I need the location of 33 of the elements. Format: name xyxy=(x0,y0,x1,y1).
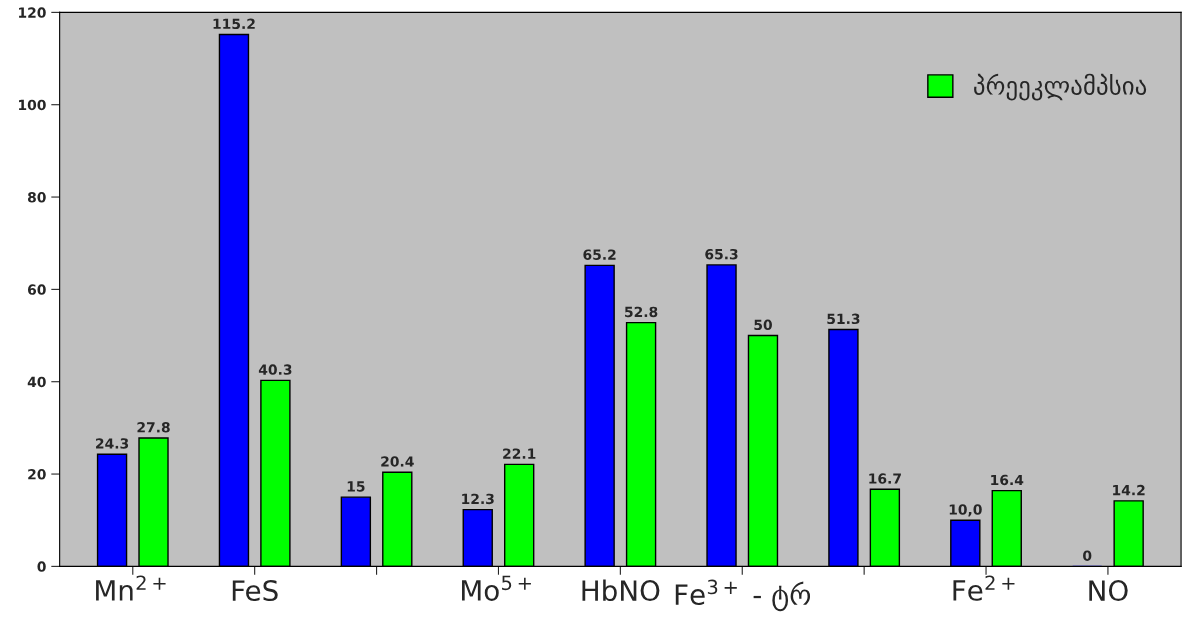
x-tick-label: FeS xyxy=(232,580,278,602)
data-label: 52.8 xyxy=(625,306,658,318)
y-tick-label: 0 xyxy=(37,561,46,572)
x-tick-label: Mn$^{2+}$ xyxy=(96,575,166,601)
y-tick-label: 20 xyxy=(28,469,46,480)
y-tick-label: 80 xyxy=(27,192,46,203)
data-label: 24.3 xyxy=(96,438,129,449)
data-label: 51.3 xyxy=(827,313,860,325)
x-tick-label: Fe$^{3+}$ - ტრ xyxy=(675,579,811,612)
y-tick-label: 60 xyxy=(27,284,46,295)
data-label: 50 xyxy=(754,319,772,331)
data-label: 65.3 xyxy=(705,248,738,260)
x-tick-label: Mo$^{5+}$ xyxy=(462,575,531,601)
y-tick-label: 120 xyxy=(19,7,46,18)
data-label: 15 xyxy=(347,481,365,492)
data-label: 16.7 xyxy=(869,473,901,484)
data-label: 10,0 xyxy=(949,504,982,517)
data-label: 16.4 xyxy=(991,474,1024,486)
y-tick-label: 40 xyxy=(27,376,46,388)
x-tick-label: HbNO xyxy=(582,579,660,602)
data-label: 22.1 xyxy=(503,448,536,459)
data-label: 20.4 xyxy=(381,456,414,467)
x-tick-label: Fe$^{2+}$ xyxy=(953,575,1015,601)
y-tick-label: 100 xyxy=(19,99,46,111)
data-label: 115.2 xyxy=(213,18,255,30)
data-label: 0 xyxy=(1083,550,1092,561)
x-tick-label: NO xyxy=(1089,580,1128,602)
data-label: 40.3 xyxy=(258,364,292,375)
legend-label: პრეეკლამპსია xyxy=(974,73,1147,101)
data-label: 65.2 xyxy=(583,249,616,260)
data-label: 27.8 xyxy=(137,422,170,433)
data-label: 14.2 xyxy=(1113,484,1145,496)
data-label: 12.3 xyxy=(462,493,494,505)
